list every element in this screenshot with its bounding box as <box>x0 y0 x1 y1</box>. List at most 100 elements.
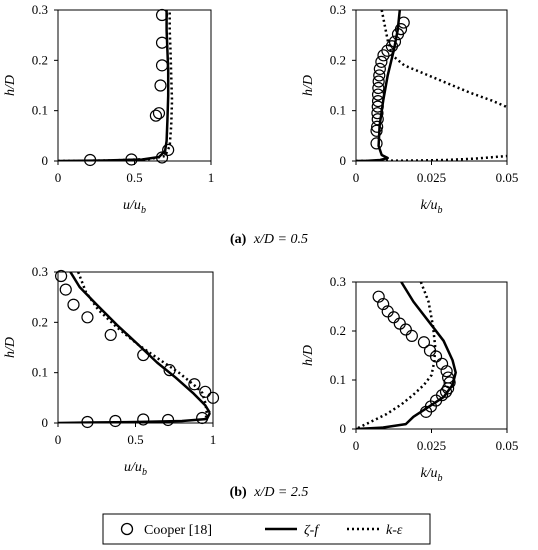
data-point-cooper <box>440 365 453 378</box>
caption-a: (a) x/D = 0.5 <box>230 232 308 247</box>
y-tick-label: 0.1 <box>330 103 346 118</box>
x-axis-label: k/ub <box>420 466 442 484</box>
data-point-cooper <box>149 109 163 122</box>
legend: Cooper [18] ζ-f k-ε <box>102 513 431 545</box>
x-tick-label: 0.5 <box>126 170 142 185</box>
caption-a-text: x/D = 0.5 <box>253 232 308 247</box>
plot-frame <box>57 271 214 424</box>
data-point-cooper <box>377 297 390 311</box>
data-point-cooper <box>137 413 150 426</box>
data-point-cooper <box>137 348 150 362</box>
data-point-cooper <box>377 49 390 62</box>
y-tick-label: 0 <box>42 153 49 168</box>
x-tick-label: 1 <box>208 170 215 185</box>
data-point-cooper <box>371 107 384 120</box>
y-tick-label: 0.3 <box>330 2 346 17</box>
data-point-cooper <box>439 385 453 398</box>
plot-a-tke: 0 0.025 0.05 0 0.1 0.2 0.3 k/ub h/D <box>301 2 518 216</box>
data-point-cooper <box>435 357 449 370</box>
data-point-cooper <box>399 323 412 336</box>
y-tick-label: 0.2 <box>330 52 346 67</box>
series-line-k-epsilon <box>58 10 174 161</box>
y-tick-label: 0.1 <box>32 365 48 380</box>
legend-label-cooper: Cooper [18] <box>144 523 212 538</box>
data-point-cooper <box>371 88 385 101</box>
data-point-cooper <box>154 79 167 92</box>
data-point-cooper <box>152 107 166 120</box>
data-point-cooper <box>188 378 201 391</box>
data-point-cooper <box>54 269 68 283</box>
x-tick-label: 0.025 <box>417 170 446 185</box>
x-tick-label: 0 <box>353 170 360 185</box>
data-point-cooper <box>370 124 383 137</box>
data-point-cooper <box>59 283 72 296</box>
x-tick-label: 0.05 <box>496 438 519 453</box>
data-point-cooper <box>371 113 384 126</box>
x-tick-label: 0.5 <box>127 432 143 447</box>
data-point-cooper <box>67 298 80 311</box>
plot-frame <box>57 9 212 162</box>
caption-b-text: x/D = 2.5 <box>253 485 308 500</box>
series-line-k-epsilon <box>380 10 507 109</box>
caption-b: (b) x/D = 2.5 <box>230 485 309 500</box>
legend-label-zeta-f: ζ-f <box>304 523 320 538</box>
data-point-cooper <box>372 81 385 95</box>
y-tick-label: 0.2 <box>330 323 346 338</box>
x-tick-label: 1 <box>210 432 217 447</box>
data-point-cooper <box>373 69 386 82</box>
y-tick-label: 0.3 <box>330 274 346 289</box>
x-axis-label: u/ub <box>123 198 146 216</box>
data-point-cooper <box>417 336 431 349</box>
x-axis-label: k/ub <box>420 198 442 216</box>
y-axis-label: h/D <box>3 75 18 96</box>
data-point-cooper <box>155 59 169 72</box>
x-tick-label: 0 <box>55 170 62 185</box>
legend-marker-cooper <box>120 522 134 536</box>
data-point-cooper <box>405 329 418 342</box>
plot-b-tke: 0 0.025 0.05 0 0.1 0.2 0.3 k/ub h/D <box>301 274 518 484</box>
series-line-zeta-f <box>58 10 170 161</box>
series-line-k-epsilon <box>356 154 507 161</box>
y-tick-label: 0 <box>340 153 347 168</box>
y-tick-label: 0 <box>340 421 347 436</box>
x-tick-label: 0.05 <box>496 170 519 185</box>
data-point-cooper <box>370 137 383 150</box>
caption-a-letter: (a) <box>230 232 247 247</box>
data-point-cooper <box>372 290 385 303</box>
data-point-cooper <box>393 317 406 330</box>
data-point-cooper <box>375 55 388 68</box>
caption-b-letter: (b) <box>230 485 247 500</box>
x-tick-label: 0 <box>353 438 360 453</box>
x-axis-label: u/ub <box>124 460 147 478</box>
y-axis-label: h/D <box>301 345 316 366</box>
series-line-zeta-f <box>356 10 402 161</box>
data-point-cooper <box>81 311 94 324</box>
y-axis-label: h/D <box>3 337 18 358</box>
data-point-cooper <box>387 311 400 324</box>
data-point-cooper <box>371 120 384 133</box>
data-point-cooper <box>104 328 117 342</box>
x-tick-label: 0.025 <box>417 438 446 453</box>
data-point-cooper <box>206 391 220 404</box>
plot-a-velocity: 0 0.5 1 0 0.1 0.2 0.3 u/ub h/D <box>3 2 214 216</box>
series-line-zeta-f <box>69 272 211 414</box>
data-point-cooper <box>373 62 386 75</box>
y-tick-label: 0.3 <box>32 264 48 279</box>
series-line-zeta-f <box>58 412 212 423</box>
y-axis-label: h/D <box>301 75 316 96</box>
data-point-cooper <box>199 385 212 398</box>
data-point-cooper <box>372 75 385 88</box>
data-point-cooper <box>162 143 175 157</box>
data-point-cooper <box>442 382 455 395</box>
series-line-k-epsilon <box>77 272 209 421</box>
y-tick-label: 0.1 <box>32 103 48 118</box>
x-tick-label: 0 <box>55 432 62 447</box>
y-tick-label: 0.1 <box>330 372 346 387</box>
legend-label-k-epsilon: k-ε <box>386 523 403 538</box>
y-tick-label: 0.2 <box>32 52 48 67</box>
y-tick-label: 0.3 <box>32 2 48 17</box>
series-line-k-epsilon <box>356 282 437 429</box>
y-tick-label: 0.2 <box>32 314 48 329</box>
plot-b-velocity: 0 0.5 1 0 0.1 0.2 0.3 u/ub h/D <box>3 264 220 478</box>
